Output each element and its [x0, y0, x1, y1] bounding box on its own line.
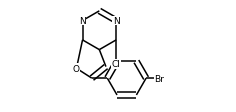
Text: N: N: [113, 17, 119, 26]
Text: Cl: Cl: [112, 60, 121, 69]
Text: N: N: [79, 17, 86, 26]
Text: O: O: [73, 64, 80, 73]
Text: Br: Br: [155, 74, 164, 83]
